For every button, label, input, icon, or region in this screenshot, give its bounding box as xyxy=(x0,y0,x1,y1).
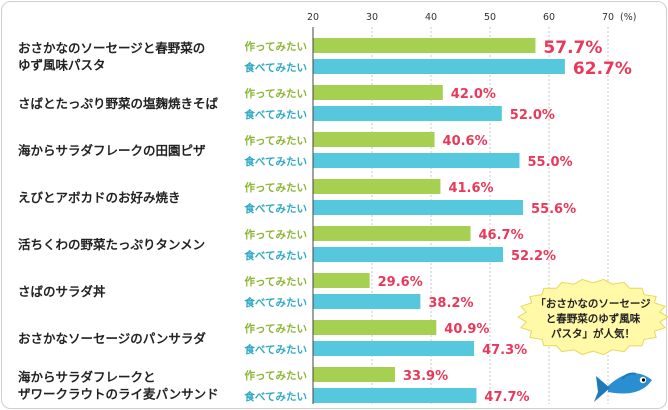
bar-eat xyxy=(314,200,524,215)
series-label: 作ってみたい xyxy=(245,369,307,382)
series-label: 作ってみたい xyxy=(245,322,307,335)
x-tick-label: 60 xyxy=(543,12,555,23)
series-label: 食べてみたい xyxy=(243,296,307,309)
category-label: さばのサラダ丼 xyxy=(18,284,106,299)
series-label: 作ってみたい xyxy=(245,87,307,100)
series-label: 作ってみたい xyxy=(245,181,307,194)
category-label: ゆず風味パスタ xyxy=(18,58,106,73)
bar-eat xyxy=(314,153,520,168)
category-label: 海からサラダフレークと xyxy=(18,370,156,385)
x-tick-label: 20 xyxy=(307,12,319,23)
value-label: 38.2% xyxy=(428,296,473,311)
bar-eat xyxy=(314,247,503,262)
callout-text: 「おさかなのソーセージ xyxy=(535,297,651,310)
series-label: 食べてみたい xyxy=(243,61,307,74)
bar-eat xyxy=(314,388,477,403)
bar-make xyxy=(314,320,437,335)
value-label: 33.9% xyxy=(403,369,448,384)
value-label: 29.6% xyxy=(378,275,423,290)
value-label: 47.3% xyxy=(482,343,527,358)
bar-make xyxy=(314,226,471,241)
bar-eat xyxy=(314,59,565,74)
series-label: 食べてみたい xyxy=(243,202,307,215)
value-label: 55.0% xyxy=(528,155,573,170)
category-label: えびとアボカドのお好み焼き xyxy=(18,190,181,205)
bar-make xyxy=(314,132,435,147)
bar-make xyxy=(314,179,441,194)
series-label: 食べてみたい xyxy=(243,249,307,262)
series-label: 食べてみたい xyxy=(243,155,307,168)
value-label: 55.6% xyxy=(531,202,576,217)
value-label: 52.0% xyxy=(510,108,555,123)
x-tick-label: 40 xyxy=(425,12,437,23)
series-label: 食べてみたい xyxy=(243,390,307,403)
series-label: 作ってみたい xyxy=(245,40,307,53)
bar-make xyxy=(314,367,396,382)
value-label: 46.7% xyxy=(479,228,524,243)
series-label: 作ってみたい xyxy=(245,134,307,147)
value-label: 62.7% xyxy=(573,59,632,79)
category-label: ザワークラウトのライ麦パンサンド xyxy=(18,387,219,402)
x-tick-label: 70 xyxy=(602,12,614,23)
bar-make xyxy=(314,85,443,100)
bar-eat xyxy=(314,106,502,121)
value-label: 42.0% xyxy=(451,87,496,102)
value-label: 40.6% xyxy=(443,134,488,149)
series-label: 作ってみたい xyxy=(245,275,307,288)
series-label: 食べてみたい xyxy=(243,108,307,121)
bar-make xyxy=(314,273,370,288)
category-label: 海からサラダフレークの田園ピザ xyxy=(18,143,206,158)
x-tick-label: 30 xyxy=(366,12,378,23)
bar-eat xyxy=(314,341,475,356)
value-label: 57.7% xyxy=(543,38,602,58)
x-tick-label: 50 xyxy=(484,12,496,23)
value-label: 52.2% xyxy=(511,249,556,264)
category-label: さばとたっぷり野菜の塩麹焼きそば xyxy=(18,96,219,111)
callout-text: パスタ」が人気！ xyxy=(551,327,635,340)
value-label: 47.7% xyxy=(484,390,529,405)
value-label: 40.9% xyxy=(444,322,489,337)
series-label: 作ってみたい xyxy=(245,228,307,241)
category-label: 活ちくわの野菜たっぷりタンメン xyxy=(18,237,205,252)
bar-make xyxy=(314,38,536,53)
callout-text: と春野菜のゆず風味 xyxy=(546,312,641,325)
value-label: 41.6% xyxy=(448,181,493,196)
category-label: おさかなのソーセージと春野菜の xyxy=(18,41,205,56)
category-label: おさかなソーセージのパンサラダ xyxy=(18,331,206,346)
x-unit-label: (%) xyxy=(620,12,636,23)
series-label: 食べてみたい xyxy=(243,343,307,356)
bar-eat xyxy=(314,294,421,309)
